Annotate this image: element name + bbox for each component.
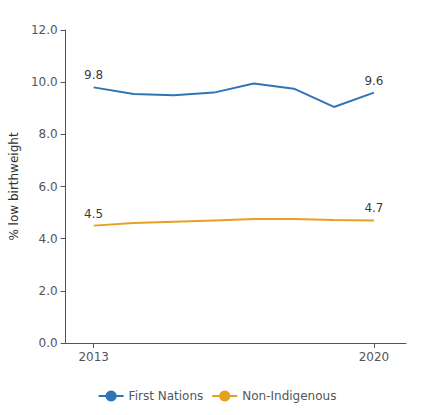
svg-text:4.5: 4.5	[84, 207, 103, 221]
svg-text:9.8: 9.8	[84, 68, 103, 82]
svg-text:10.0: 10.0	[31, 75, 58, 89]
svg-text:% low birthweight: % low birthweight	[7, 132, 21, 240]
svg-text:4.7: 4.7	[364, 201, 383, 215]
svg-text:2020: 2020	[359, 350, 390, 364]
svg-text:6.0: 6.0	[39, 180, 58, 194]
svg-text:First Nations: First Nations	[129, 389, 204, 403]
svg-text:12.0: 12.0	[31, 23, 58, 37]
svg-text:Non-Indigenous: Non-Indigenous	[242, 389, 336, 403]
svg-text:4.0: 4.0	[39, 232, 58, 246]
svg-text:9.6: 9.6	[364, 74, 383, 88]
svg-text:2013: 2013	[78, 350, 109, 364]
svg-text:2.0: 2.0	[39, 284, 58, 298]
svg-text:8.0: 8.0	[39, 127, 58, 141]
svg-text:0.0: 0.0	[39, 336, 58, 350]
